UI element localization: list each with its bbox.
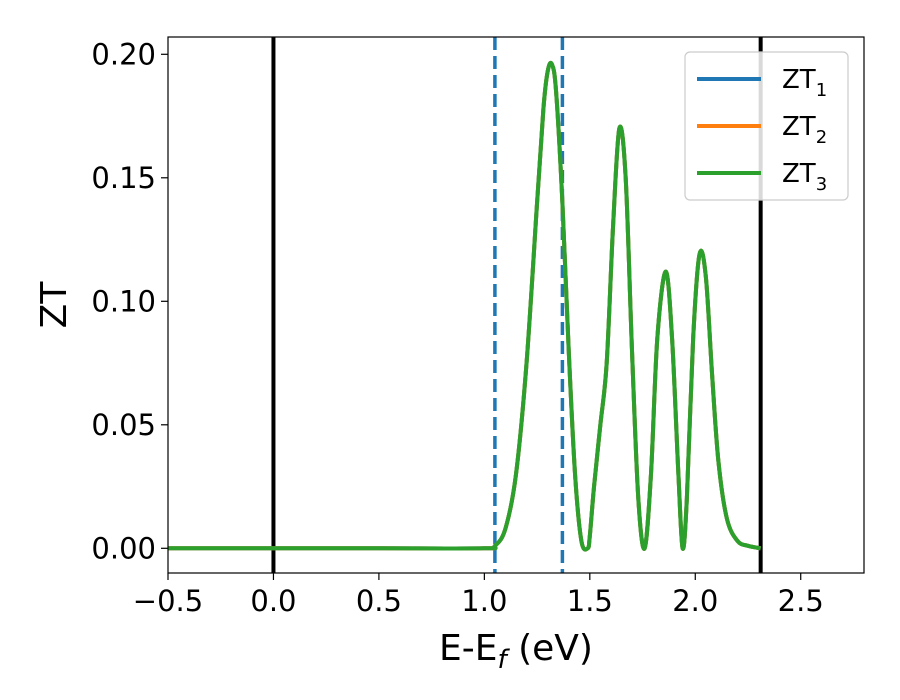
x-axis: −0.5 0.0 0.5 1.0 1.5 2.0 2.5 [133,573,824,618]
y-tick-label: 0.05 [91,408,156,442]
series-line-zt3 [168,60,762,552]
y-tick-label: 0.15 [91,161,156,195]
legend-label-zt2: ZT2 [782,112,827,148]
x-tick-label: 0.0 [250,584,296,618]
legend-box [684,51,849,201]
x-tick-label: −0.5 [133,584,203,618]
x-axis-label: E-Ef (eV) [439,628,593,675]
x-tick-label: 1.0 [461,584,507,618]
legend-label-zt3: ZT3 [782,159,827,195]
x-tick-label: 1.5 [567,584,613,618]
x-tick-label: 2.0 [672,584,718,618]
y-tick-label: 0.20 [91,37,156,71]
legend: ZT1 ZT2 ZT3 [684,51,849,201]
y-axis-label: ZT [34,281,75,329]
x-tick-label: 2.5 [778,584,824,618]
plot-frame [167,36,865,574]
y-tick-label: 0.00 [91,531,156,565]
legend-label-zt1: ZT1 [782,65,827,101]
y-axis: 0.00 0.05 0.10 0.15 0.20 [91,37,168,565]
x-tick-label: 0.5 [356,584,402,618]
y-tick-label: 0.10 [91,284,156,318]
